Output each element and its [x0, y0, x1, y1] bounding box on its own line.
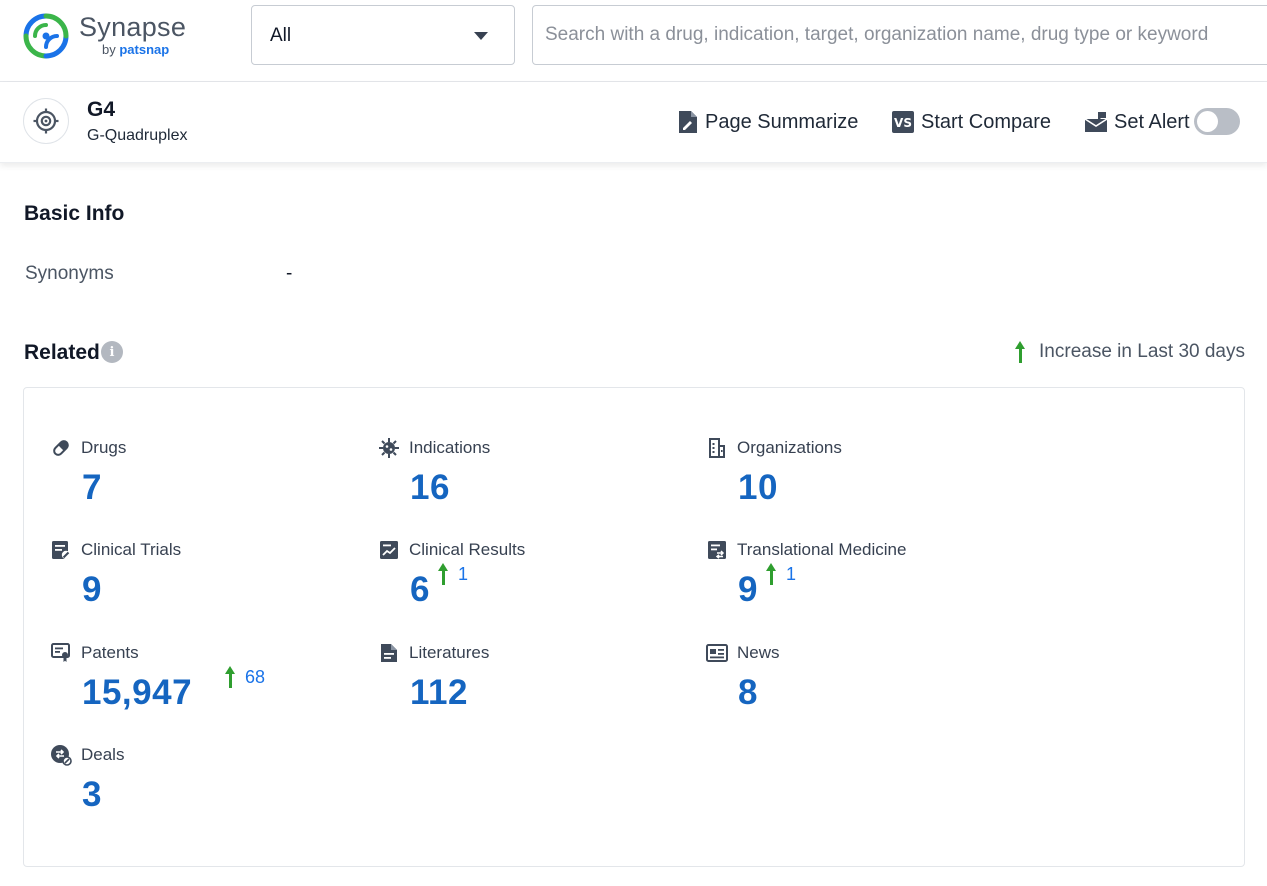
brand-title: Synapse	[79, 12, 186, 43]
stat-label: Patents	[81, 643, 139, 663]
svg-text:VS: VS	[894, 116, 912, 130]
stat-value[interactable]: 9	[82, 570, 102, 610]
synapse-logo[interactable]: Synapse by patsnap	[22, 12, 202, 62]
top-bar: Synapse by patsnap All	[0, 0, 1267, 82]
stat-organizations[interactable]: Organizations 10	[706, 437, 1006, 527]
caret-down-icon	[474, 32, 488, 40]
stat-label: Clinical Trials	[81, 540, 181, 560]
deal-icon	[50, 744, 72, 766]
stat-value[interactable]: 16	[410, 468, 450, 508]
stat-label: Translational Medicine	[737, 540, 906, 560]
start-compare-button[interactable]: VS Start Compare	[891, 108, 1051, 136]
chart-report-icon	[378, 539, 400, 561]
stat-label: Drugs	[81, 438, 126, 458]
stat-label: News	[737, 643, 780, 663]
increase-arrow-icon	[1015, 341, 1027, 363]
related-stats-card: Drugs 7 Indications 16 Organizations 10 …	[23, 387, 1245, 867]
stat-label: Clinical Results	[409, 540, 525, 560]
brand-company: patsnap	[119, 42, 169, 57]
toggle-knob	[1197, 111, 1218, 132]
stat-patents[interactable]: Patents 15,947 68	[50, 642, 350, 732]
stat-value[interactable]: 3	[82, 775, 102, 815]
increase-arrow-icon	[225, 666, 237, 688]
stat-drugs[interactable]: Drugs 7	[50, 437, 350, 527]
stat-label: Deals	[81, 745, 124, 765]
entity-full-name: G-Quadruplex	[87, 127, 188, 145]
certificate-icon	[50, 642, 72, 664]
page-summarize-label: Page Summarize	[705, 111, 858, 134]
info-icon[interactable]: i	[101, 341, 123, 363]
target-icon	[23, 98, 69, 144]
stat-value[interactable]: 10	[738, 468, 778, 508]
search-scope-select[interactable]: All	[251, 5, 515, 65]
stat-label: Indications	[409, 438, 490, 458]
entity-header: G4 G-Quadruplex Page Summarize VS Start …	[0, 82, 1267, 163]
stat-label: Literatures	[409, 643, 489, 663]
synonyms-value: -	[286, 263, 292, 285]
increase-arrow-icon	[438, 563, 450, 585]
set-alert-label: Set Alert	[1114, 111, 1190, 134]
stat-increase: 68	[225, 666, 265, 688]
clipboard-icon	[50, 539, 72, 561]
virus-icon	[378, 437, 400, 459]
stat-indications[interactable]: Indications 16	[378, 437, 678, 527]
stat-value[interactable]: 6	[410, 570, 430, 610]
increase-legend-label: Increase in Last 30 days	[1039, 341, 1245, 363]
search-box[interactable]	[532, 5, 1267, 65]
pill-icon	[50, 437, 72, 459]
search-input[interactable]	[533, 6, 1267, 64]
stat-increase: 1	[766, 563, 796, 585]
set-alert-toggle[interactable]	[1194, 108, 1240, 135]
stat-value[interactable]: 8	[738, 673, 758, 713]
summarize-doc-icon	[677, 110, 699, 134]
set-alert-button[interactable]: Set Alert	[1084, 108, 1190, 136]
start-compare-label: Start Compare	[921, 111, 1051, 134]
increase-legend: Increase in Last 30 days	[1015, 341, 1245, 363]
related-title: Related	[24, 341, 100, 365]
page-summarize-button[interactable]: Page Summarize	[677, 108, 858, 136]
search-scope-value: All	[270, 25, 291, 47]
building-icon	[706, 437, 728, 459]
brand-by: by	[102, 42, 116, 57]
stat-increase: 1	[438, 563, 468, 585]
entity-name: G4	[87, 98, 115, 122]
stat-news[interactable]: News 8	[706, 642, 1006, 732]
stat-clinical-trials[interactable]: Clinical Trials 9	[50, 539, 350, 629]
stat-label: Organizations	[737, 438, 842, 458]
stat-clinical-results[interactable]: Clinical Results 6 1	[378, 539, 678, 629]
stat-deals[interactable]: Deals 3	[50, 744, 350, 834]
transfer-doc-icon	[706, 539, 728, 561]
stat-increase-value: 1	[458, 564, 468, 585]
stat-increase-value: 1	[786, 564, 796, 585]
synonyms-label: Synonyms	[25, 263, 114, 285]
stat-value[interactable]: 7	[82, 468, 102, 508]
document-icon	[378, 642, 400, 664]
basic-info-title: Basic Info	[24, 202, 124, 226]
increase-arrow-icon	[766, 563, 778, 585]
stat-value[interactable]: 112	[410, 673, 468, 713]
brand-subtitle: by patsnap	[102, 42, 169, 57]
stat-value[interactable]: 15,947	[82, 673, 192, 713]
stat-translational-medicine[interactable]: Translational Medicine 9 1	[706, 539, 1006, 629]
mail-alert-icon	[1084, 110, 1108, 134]
stat-increase-value: 68	[245, 667, 265, 688]
newspaper-icon	[706, 642, 728, 664]
stat-value[interactable]: 9	[738, 570, 758, 610]
stat-literatures[interactable]: Literatures 112	[378, 642, 678, 732]
vs-compare-icon: VS	[891, 110, 915, 134]
synapse-logo-icon	[22, 12, 70, 60]
